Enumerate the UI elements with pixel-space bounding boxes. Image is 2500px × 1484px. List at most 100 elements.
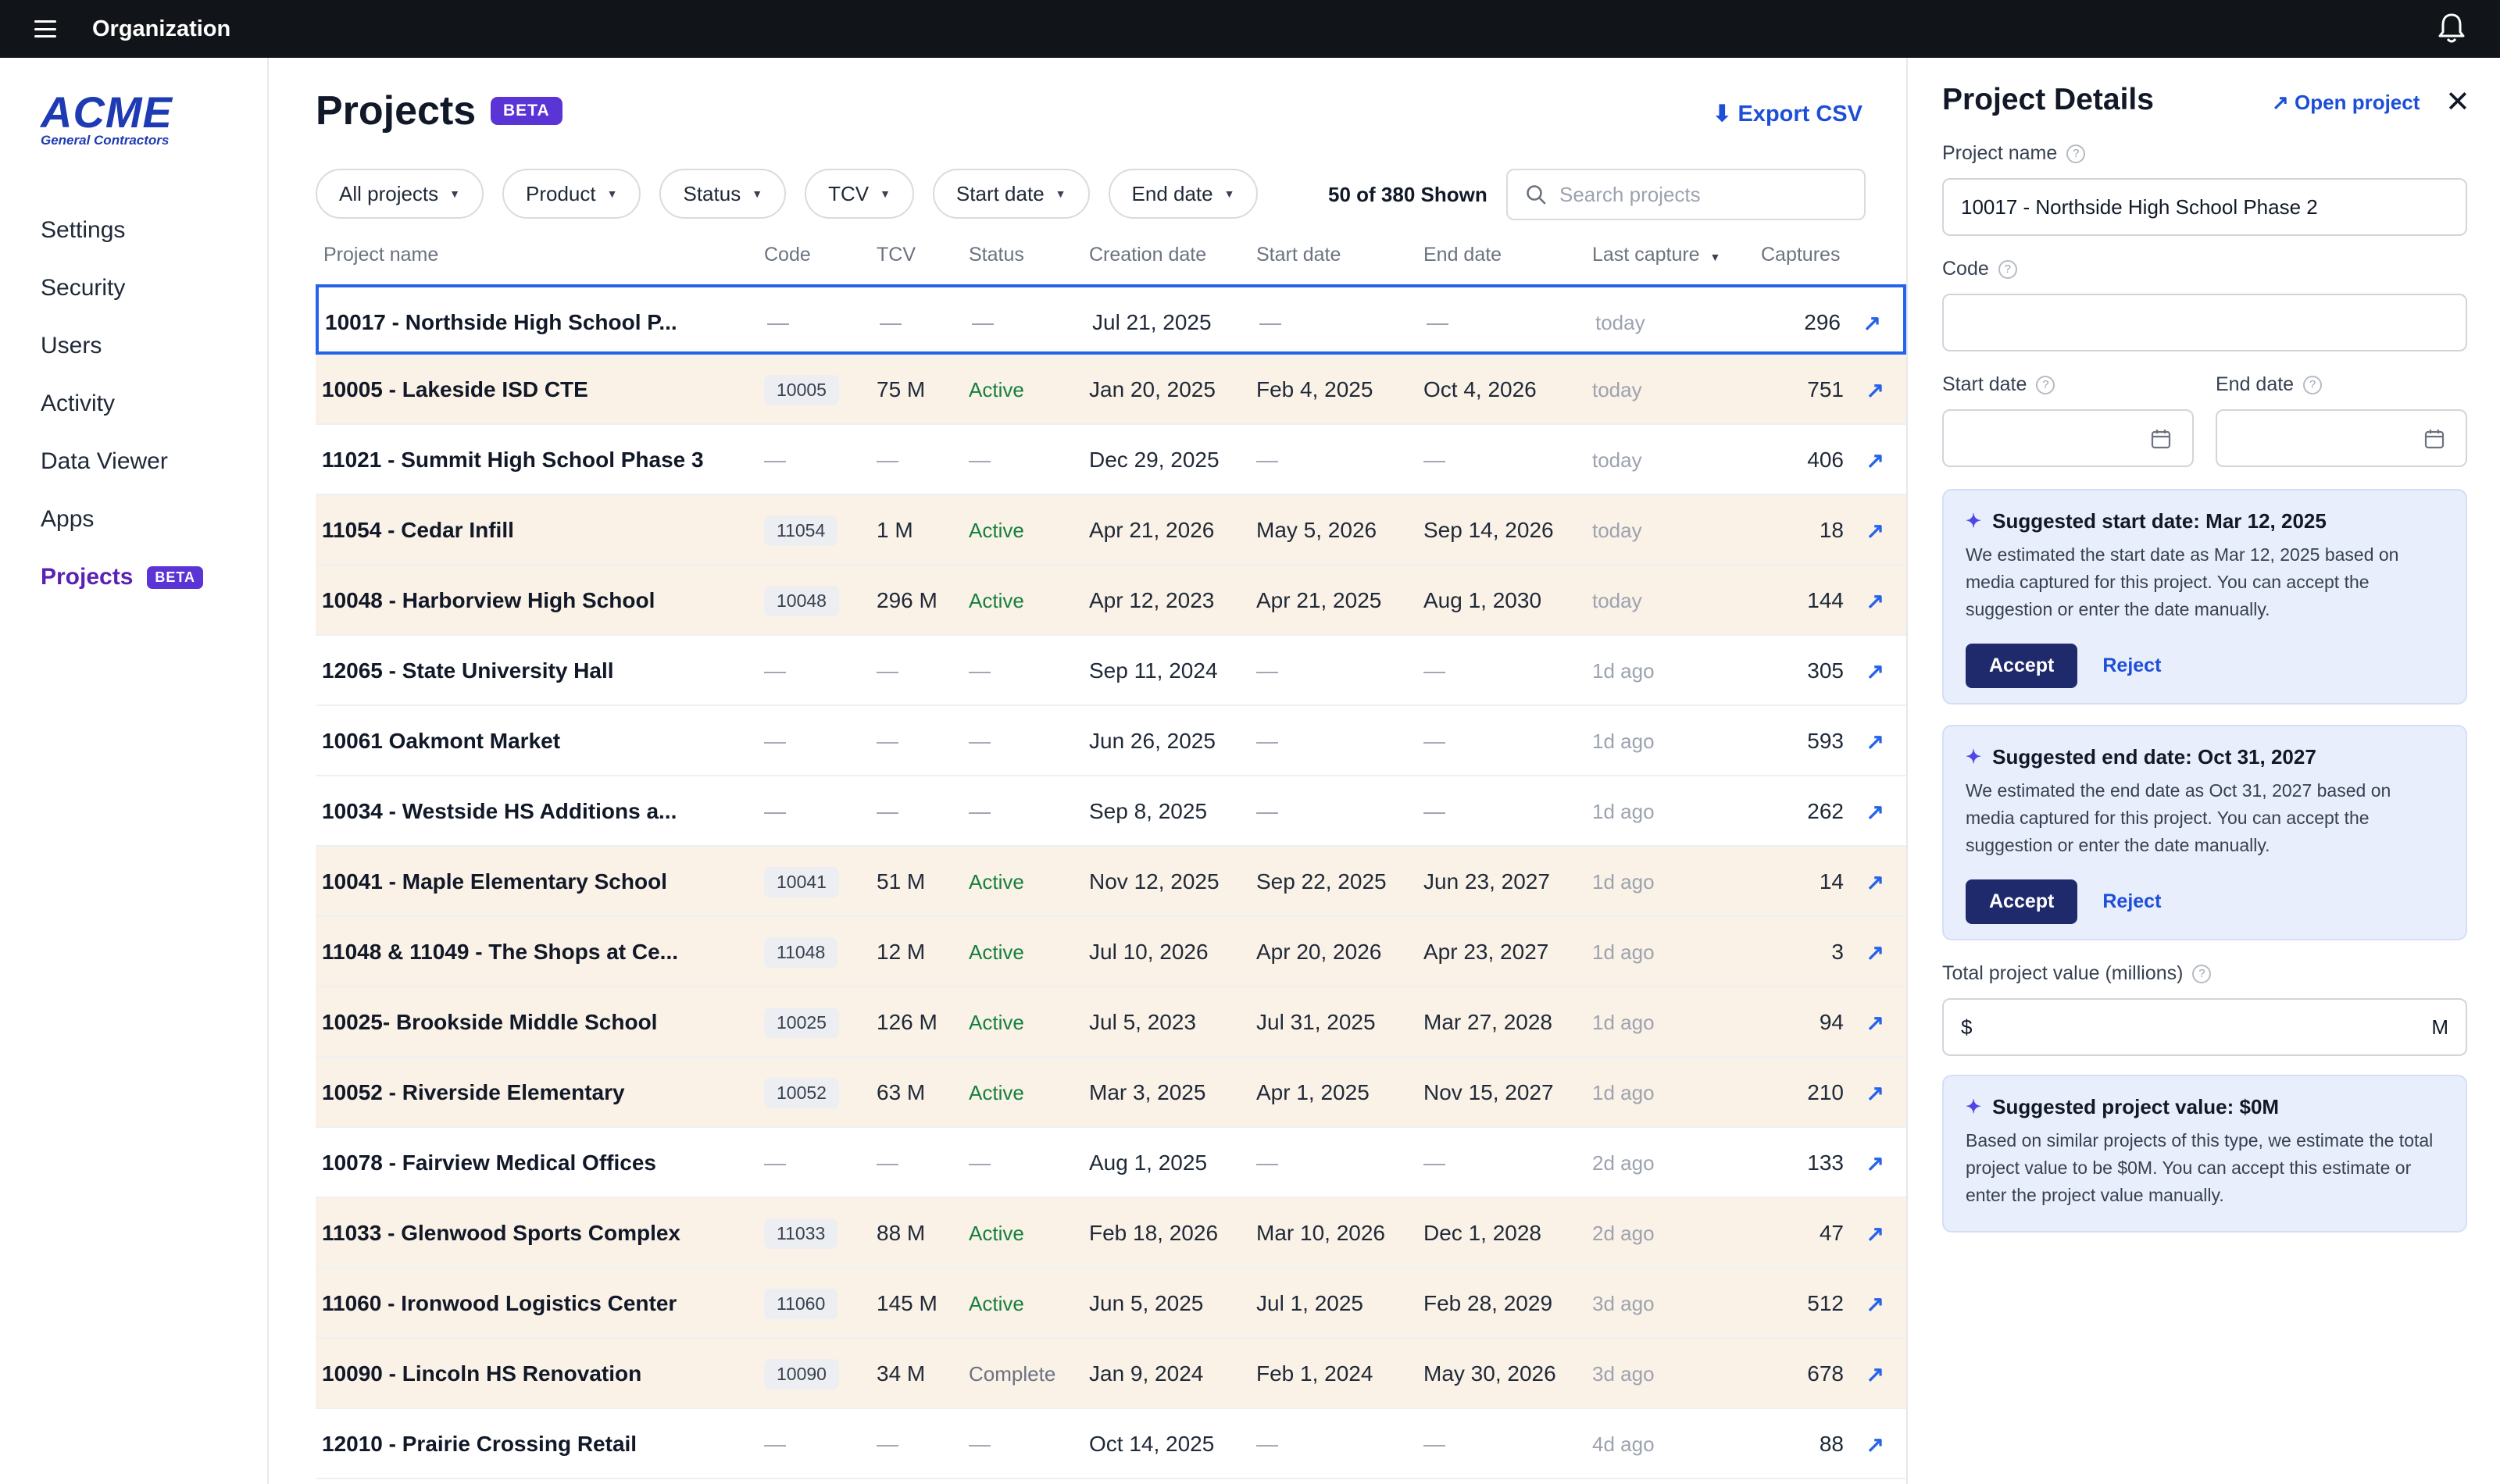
- export-csv-button[interactable]: ⬇ Export CSV: [1712, 100, 1862, 127]
- column-header-end-date[interactable]: End date: [1423, 244, 1502, 266]
- last-capture-cell: today: [1592, 565, 1642, 636]
- column-header-code[interactable]: Code: [764, 244, 811, 266]
- sidebar-item-activity[interactable]: Activity: [41, 375, 203, 433]
- end-date-input[interactable]: [2234, 426, 2448, 451]
- start-date-field[interactable]: [1942, 409, 2194, 467]
- external-link-icon[interactable]: ↗: [1866, 658, 1884, 683]
- code-input[interactable]: [1961, 310, 2448, 335]
- external-link-icon[interactable]: ↗: [1866, 1150, 1884, 1175]
- bell-icon[interactable]: [2436, 11, 2467, 45]
- filter-end-date[interactable]: End date ▼: [1108, 169, 1259, 219]
- column-header-status[interactable]: Status: [969, 244, 1024, 266]
- column-header-start-date[interactable]: Start date: [1256, 244, 1341, 266]
- external-link-icon[interactable]: ↗: [1866, 940, 1884, 965]
- external-link-icon[interactable]: ↗: [1866, 1221, 1884, 1246]
- external-link-icon[interactable]: ↗: [1866, 1432, 1884, 1457]
- table-row[interactable]: 11021 - Summit High School Phase 3 — — — Dec…: [316, 425, 1906, 495]
- code-cell: 11054: [764, 495, 838, 565]
- table-row[interactable]: 11060 - Ironwood Logistics Center 11060 14…: [316, 1268, 1906, 1339]
- table-row[interactable]: 11054 - Cedar Infill 11054 1 M Active Apr 21…: [316, 495, 1906, 565]
- search-input[interactable]: [1559, 182, 1841, 207]
- menu-icon[interactable]: [34, 20, 56, 37]
- code-badge: 11054: [764, 515, 838, 546]
- calendar-icon[interactable]: [2150, 428, 2172, 450]
- external-link-icon[interactable]: ↗: [1866, 729, 1884, 754]
- table-row[interactable]: 11048 & 11049 - The Shops at Ce... 11048 1…: [316, 917, 1906, 987]
- external-link-icon[interactable]: ↗: [1866, 869, 1884, 894]
- creation-date-cell: Dec 29, 2025: [1089, 448, 1220, 472]
- reject-start-date-button[interactable]: Reject: [2102, 655, 2162, 676]
- last-capture-cell: 4d ago: [1592, 1409, 1655, 1479]
- external-link-icon[interactable]: ↗: [1866, 1361, 1884, 1386]
- sidebar-item-users[interactable]: Users: [41, 317, 203, 375]
- external-link-icon[interactable]: ↗: [1866, 1080, 1884, 1105]
- sidebar-item-security[interactable]: Security: [41, 259, 203, 317]
- filter-all-projects[interactable]: All projects ▼: [316, 169, 484, 219]
- external-link-icon[interactable]: ↗: [1866, 377, 1884, 402]
- table-row[interactable]: 11033 - Glenwood Sports Complex 11033 88 M…: [316, 1198, 1906, 1268]
- search-box[interactable]: [1506, 169, 1866, 220]
- accept-start-date-button[interactable]: Accept: [1966, 644, 2078, 688]
- external-link-icon[interactable]: ↗: [1866, 448, 1884, 473]
- column-header-tcv[interactable]: TCV: [877, 244, 916, 266]
- table-row[interactable]: 10017 - Northside High School P... — — — Jul…: [316, 284, 1906, 355]
- table-row[interactable]: 10041 - Maple Elementary School 10041 51 M…: [316, 847, 1906, 917]
- filter-status[interactable]: Status ▼: [659, 169, 787, 219]
- table-row[interactable]: 10061 Oakmont Market — — — Jun 26, 2025 — — 1d …: [316, 706, 1906, 776]
- accept-end-date-button[interactable]: Accept: [1966, 879, 2078, 924]
- end-date-cell: May 30, 2026: [1423, 1361, 1556, 1386]
- table-row[interactable]: 10048 - Harborview High School 10048 296 M…: [316, 565, 1906, 636]
- project-name-field[interactable]: [1942, 178, 2467, 236]
- column-header-last-capture[interactable]: Last capture ▼: [1592, 244, 1720, 266]
- status-label: Active: [969, 1080, 1024, 1104]
- external-link-icon[interactable]: ↗: [1866, 1291, 1884, 1316]
- column-header-project-name[interactable]: Project name: [323, 244, 439, 266]
- sidebar-item-settings[interactable]: Settings: [41, 202, 203, 259]
- code-cell: —: [764, 658, 786, 683]
- help-icon[interactable]: ?: [2036, 375, 2055, 394]
- last-capture-label: 1d ago: [1592, 799, 1655, 823]
- help-icon[interactable]: ?: [2303, 375, 2323, 394]
- total-project-value-field[interactable]: $ M: [1942, 998, 2467, 1056]
- code-cell: 10041: [764, 847, 839, 917]
- table-row[interactable]: 10034 - Westside HS Additions a... — — — Sep…: [316, 776, 1906, 847]
- start-date-input[interactable]: [1961, 426, 2175, 451]
- external-link-icon[interactable]: ↗: [1862, 310, 1881, 335]
- external-link-icon[interactable]: ↗: [1866, 518, 1884, 543]
- total-project-value-input[interactable]: [1980, 1015, 2432, 1040]
- help-icon[interactable]: ?: [2192, 964, 2212, 983]
- filter-tcv[interactable]: TCV ▼: [805, 169, 914, 219]
- help-icon[interactable]: ?: [1998, 259, 2017, 279]
- open-project-link[interactable]: ↗ Open project: [2272, 91, 2420, 115]
- column-header-captures[interactable]: Captures: [1761, 244, 1841, 266]
- table-row[interactable]: 10078 - Fairview Medical Offices — — — Aug 1…: [316, 1128, 1906, 1198]
- sidebar-item-projects[interactable]: Projects BETA: [41, 548, 204, 606]
- company-logo[interactable]: ACME General Contractors: [41, 91, 173, 148]
- project-name-input[interactable]: [1961, 194, 2448, 219]
- tcv-cell: 1 M: [877, 518, 913, 542]
- table-row[interactable]: 10005 - Lakeside ISD CTE 10005 75 M Active J…: [316, 355, 1906, 425]
- table-row[interactable]: 10052 - Riverside Elementary 10052 63 M Act…: [316, 1058, 1906, 1128]
- external-link-icon[interactable]: ↗: [1866, 588, 1884, 613]
- table-row[interactable]: 12065 - State University Hall — — — Sep 11, …: [316, 636, 1906, 706]
- last-capture-label: 1d ago: [1592, 1080, 1655, 1104]
- table-row[interactable]: 10090 - Lincoln HS Renovation 10090 34 M Co…: [316, 1339, 1906, 1409]
- table-row[interactable]: 10025- Brookside Middle School 10025 126 M…: [316, 987, 1906, 1058]
- filter-product[interactable]: Product ▼: [502, 169, 641, 219]
- calendar-icon[interactable]: [2423, 428, 2445, 450]
- external-link-icon[interactable]: ↗: [1866, 1010, 1884, 1035]
- code-badge: 10025: [764, 1007, 839, 1038]
- filter-start-date[interactable]: Start date ▼: [932, 169, 1090, 219]
- sidebar-item-apps[interactable]: Apps: [41, 491, 203, 548]
- external-link-icon[interactable]: ↗: [1866, 799, 1884, 824]
- table-row[interactable]: 12010 - Prairie Crossing Retail — — — Oct 14…: [316, 1409, 1906, 1479]
- last-capture-label: 2d ago: [1592, 1150, 1655, 1175]
- end-date-field[interactable]: [2216, 409, 2467, 467]
- sidebar-item-data-viewer[interactable]: Data Viewer: [41, 433, 203, 491]
- close-icon[interactable]: ✕: [2445, 86, 2470, 119]
- column-header-creation-date[interactable]: Creation date: [1089, 244, 1207, 266]
- reject-end-date-button[interactable]: Reject: [2102, 890, 2162, 912]
- help-icon[interactable]: ?: [2066, 144, 2086, 163]
- code-field[interactable]: [1942, 294, 2467, 351]
- last-capture-cell: 1d ago: [1592, 917, 1655, 987]
